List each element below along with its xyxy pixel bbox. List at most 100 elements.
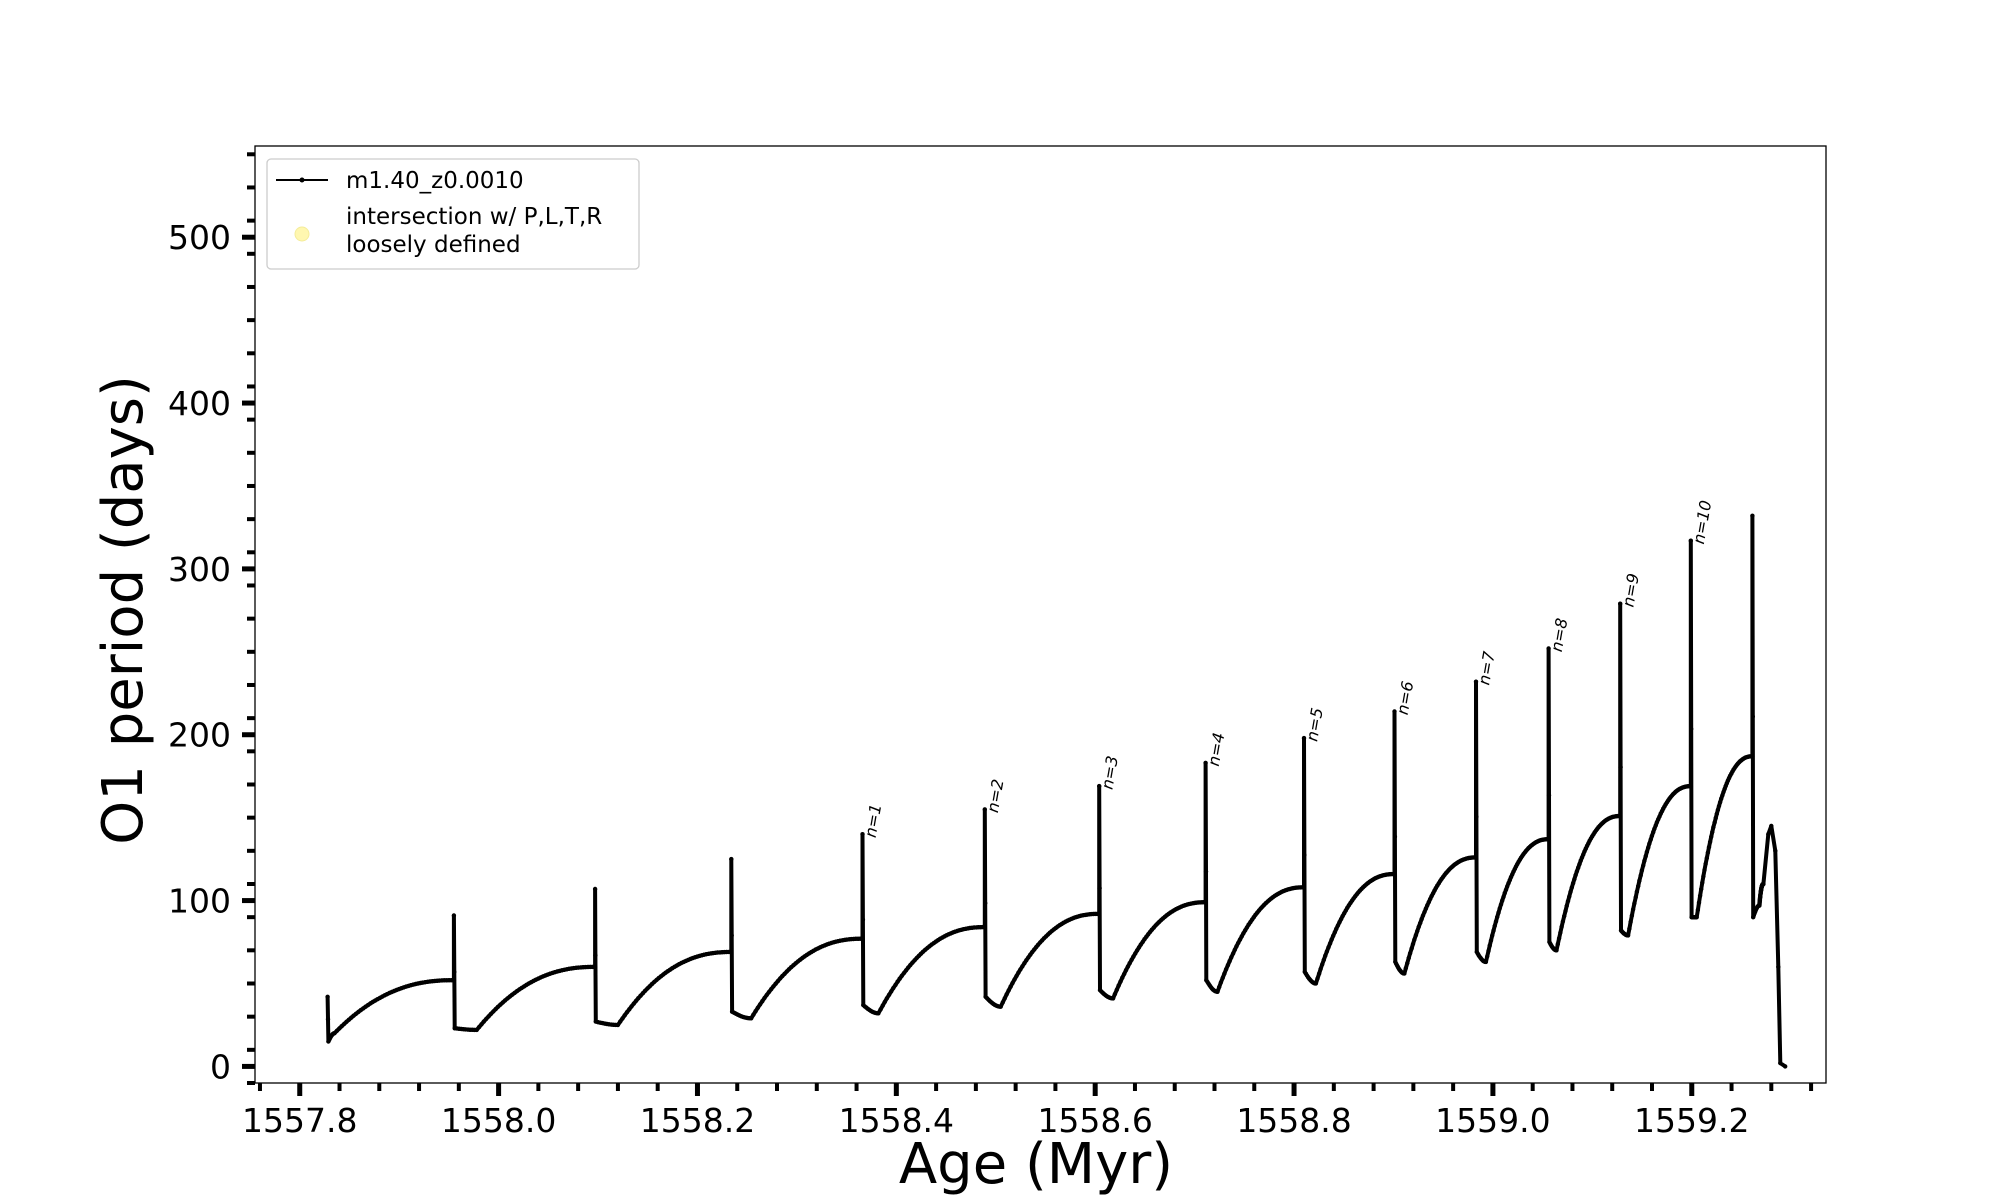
series-point xyxy=(1710,829,1715,835)
series-point xyxy=(1229,955,1234,960)
series-point xyxy=(880,1003,885,1008)
series-point xyxy=(764,992,769,998)
series-point xyxy=(1301,735,1307,741)
series-point xyxy=(1486,948,1491,954)
series-point xyxy=(1116,983,1121,988)
series-point xyxy=(1122,971,1127,977)
series-point xyxy=(1125,964,1131,969)
series-point xyxy=(1696,900,1702,905)
series-point xyxy=(1203,900,1208,905)
series-point xyxy=(1618,601,1623,606)
series-point xyxy=(1701,874,1706,879)
series-point xyxy=(1712,820,1717,825)
series-point xyxy=(760,999,765,1004)
series-point xyxy=(1473,855,1479,860)
x-tick-label: 1558.6 xyxy=(1037,1101,1152,1140)
series-point xyxy=(1217,984,1222,990)
series-point xyxy=(1717,800,1723,805)
series-point xyxy=(893,982,898,988)
series-point xyxy=(729,933,734,938)
series-point xyxy=(1766,832,1771,837)
legend-box xyxy=(266,158,640,270)
series-point xyxy=(878,1007,883,1012)
series-point xyxy=(757,1002,763,1007)
series-point xyxy=(1236,940,1241,946)
series-point xyxy=(1569,885,1575,890)
series-point xyxy=(1335,923,1341,928)
series-point xyxy=(1633,895,1638,900)
series-point xyxy=(1716,803,1722,809)
series-point xyxy=(1715,807,1721,813)
series-point xyxy=(1636,883,1641,889)
series-point xyxy=(1564,903,1569,909)
series-point xyxy=(1572,876,1577,882)
series-point xyxy=(1630,907,1636,912)
series-point xyxy=(1632,901,1637,906)
series-point xyxy=(1689,726,1694,732)
series-point xyxy=(1301,885,1307,890)
x-tick-label: 1559.2 xyxy=(1634,1101,1749,1140)
series-point xyxy=(592,964,598,970)
series-point xyxy=(1127,961,1132,966)
series-point xyxy=(1227,959,1232,964)
legend-line-symbol xyxy=(276,177,328,183)
series-point xyxy=(1323,953,1328,958)
series-point xyxy=(1628,919,1633,925)
series-point xyxy=(451,978,457,983)
series-point xyxy=(1773,848,1778,853)
series-point xyxy=(1565,898,1571,904)
series-point xyxy=(860,832,865,837)
series-point xyxy=(1225,963,1231,968)
series-point xyxy=(1120,975,1125,980)
series-point xyxy=(1643,854,1648,859)
series-point xyxy=(1497,906,1502,911)
series-point xyxy=(451,913,457,918)
series-point xyxy=(1418,920,1423,926)
series-point xyxy=(1402,971,1407,976)
y-tick-label: 200 xyxy=(168,716,231,755)
series-point xyxy=(1413,933,1419,938)
series-point xyxy=(1502,891,1507,896)
series-point xyxy=(1490,933,1495,938)
series-point xyxy=(1112,991,1118,997)
series-point xyxy=(1114,987,1120,992)
series-point xyxy=(1321,957,1327,963)
series-point xyxy=(1649,833,1655,839)
series-point xyxy=(1761,881,1766,887)
series-point xyxy=(1485,954,1490,959)
plot-frame xyxy=(254,145,1827,1084)
legend-dot-symbol xyxy=(294,226,310,242)
y-tick-label: 400 xyxy=(168,384,231,423)
series-point xyxy=(1703,861,1708,867)
series-point xyxy=(592,886,598,892)
series-point xyxy=(1618,764,1623,770)
series-point xyxy=(1641,863,1646,868)
series-point xyxy=(1318,966,1323,972)
series-point xyxy=(1329,937,1334,942)
series-point xyxy=(1546,837,1551,842)
series-point xyxy=(618,1019,623,1024)
series-point xyxy=(1705,850,1711,855)
series-point xyxy=(1320,962,1325,967)
series-point xyxy=(1487,943,1492,948)
series-point xyxy=(1474,814,1479,819)
series-point xyxy=(452,969,457,975)
series-point xyxy=(1334,926,1339,931)
series-point xyxy=(1567,894,1572,899)
series-point xyxy=(1714,811,1720,817)
series-point xyxy=(1220,975,1225,981)
series-point xyxy=(1556,936,1562,941)
series-point xyxy=(1097,885,1102,891)
series-point xyxy=(1700,880,1705,885)
series-point xyxy=(1097,783,1102,789)
series-point xyxy=(982,807,987,812)
series-point xyxy=(1750,513,1755,518)
x-tick-label: 1558.4 xyxy=(839,1101,954,1140)
series-point xyxy=(1697,893,1703,898)
series-point xyxy=(1627,926,1632,931)
series-point xyxy=(1131,954,1136,959)
series-point xyxy=(1215,989,1220,994)
series-point xyxy=(1324,949,1330,954)
series-point xyxy=(1422,909,1427,915)
x-tick-label: 1557.8 xyxy=(242,1101,357,1140)
